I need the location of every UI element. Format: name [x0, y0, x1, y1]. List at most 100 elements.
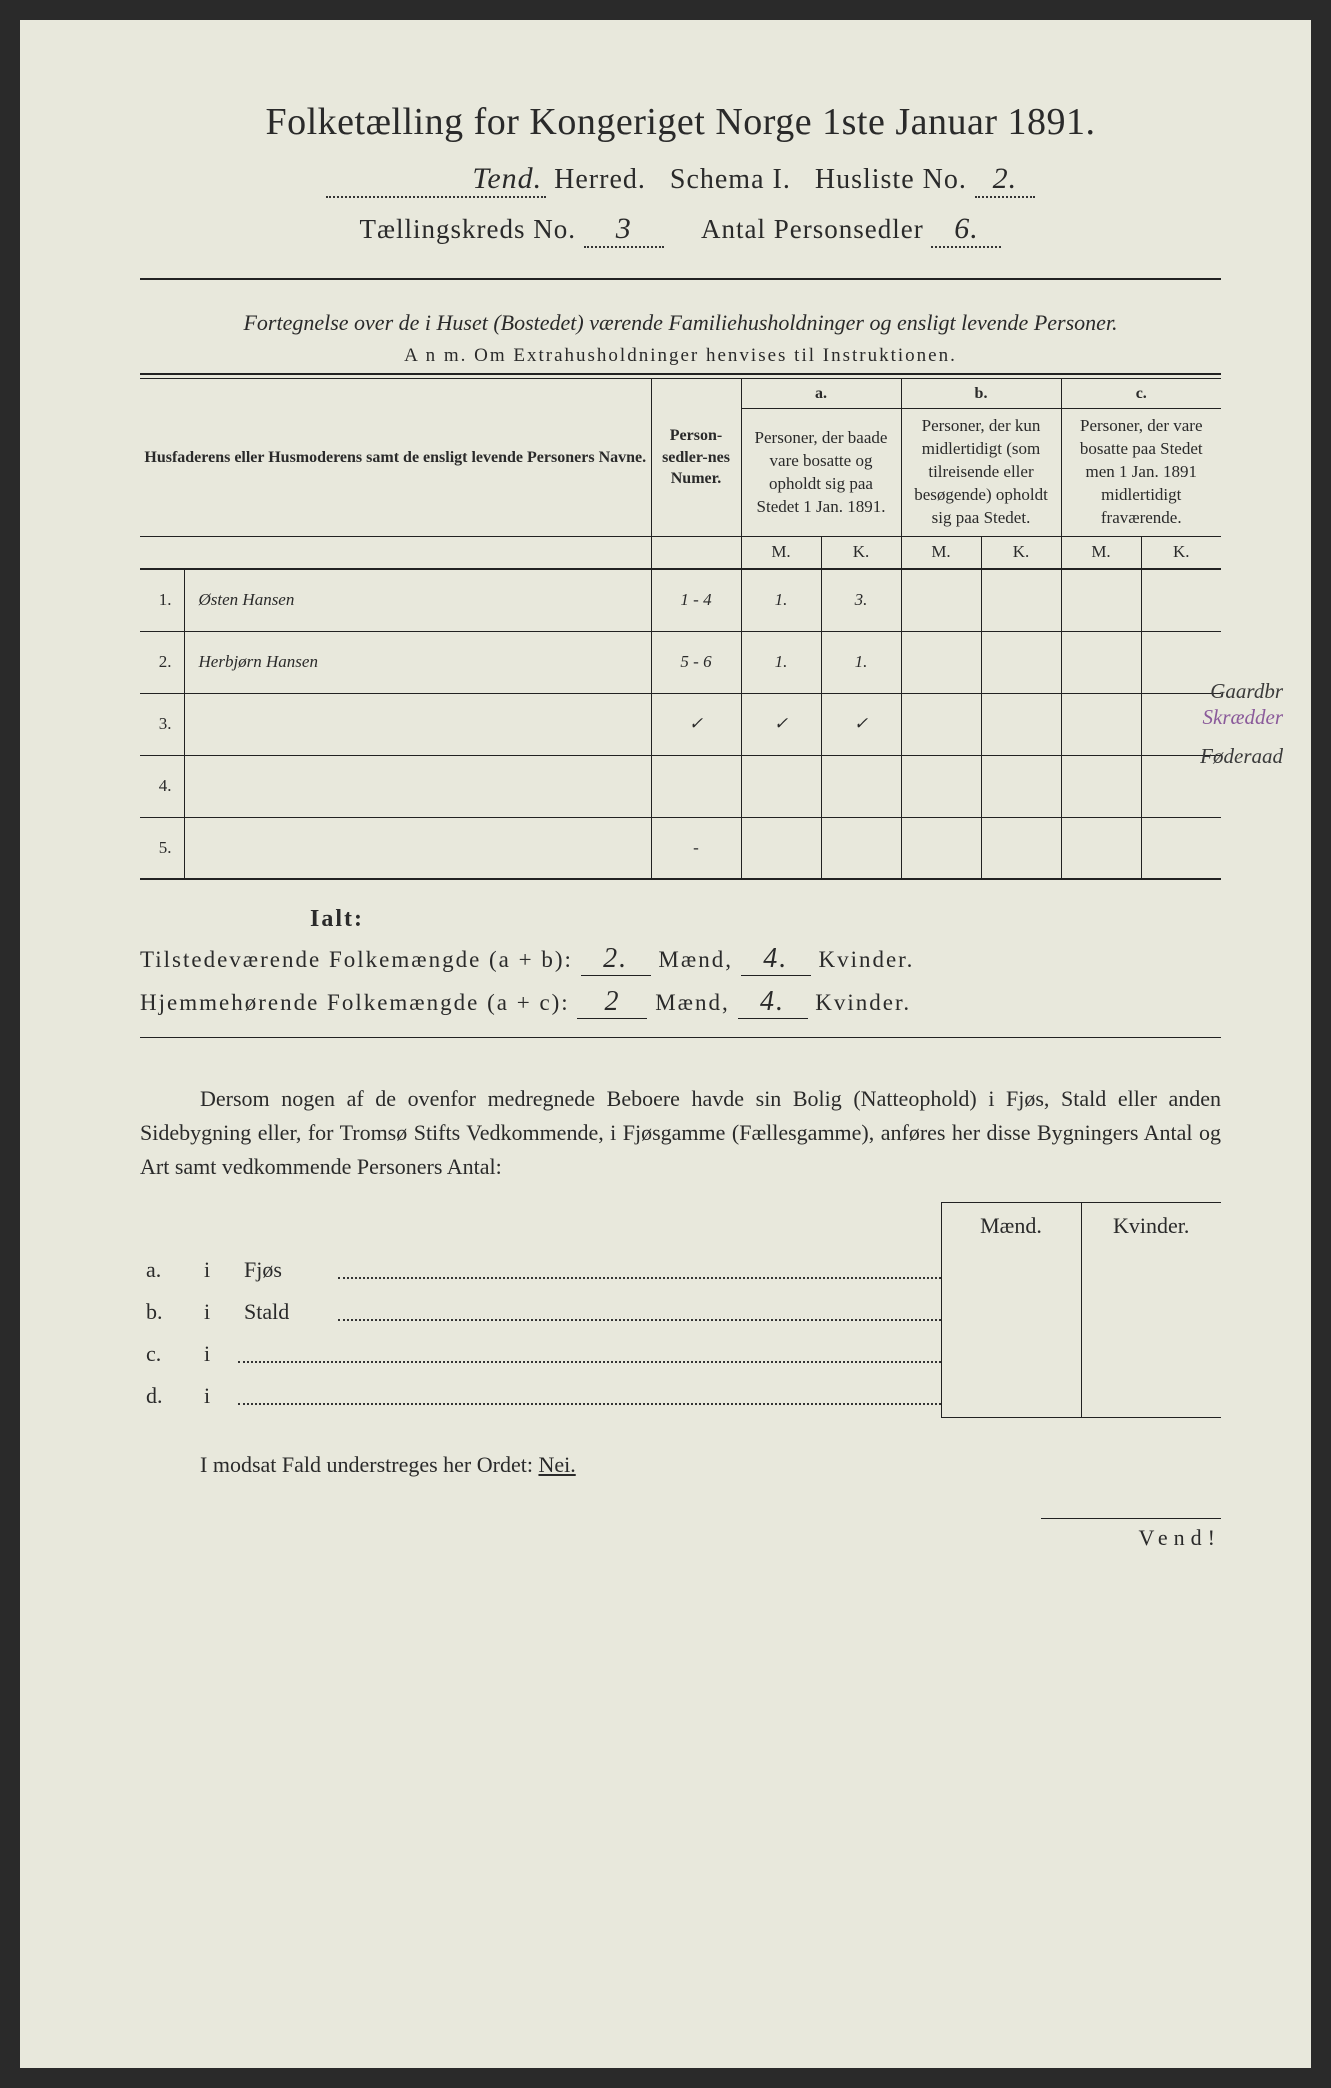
row-num: 3.: [140, 693, 184, 755]
col-m: M.: [741, 537, 821, 569]
cell-k: [1081, 1291, 1221, 1333]
row-lab: a.: [140, 1249, 198, 1291]
col-k: K.: [821, 537, 901, 569]
tilstede-k: 4.: [741, 943, 811, 976]
tilstede-m: 2.: [581, 943, 651, 976]
row-lab: d.: [140, 1375, 198, 1417]
col-a: Personer, der baade vare bosatte og opho…: [741, 409, 901, 537]
col-k: K.: [981, 537, 1061, 569]
herred-label: Herred.: [554, 164, 646, 195]
nei-line: I modsat Fald understreges her Ordet: Ne…: [140, 1452, 1221, 1478]
cell-k: [1081, 1375, 1221, 1417]
person-name: [184, 817, 651, 879]
dots: [238, 1333, 941, 1375]
cell-k: [1081, 1333, 1221, 1375]
cell-cM: [1061, 817, 1141, 879]
totals-block: Ialt: Tilstedeværende Folkemængde (a + b…: [140, 906, 1221, 1019]
col-kvinder: Kvinder.: [1081, 1203, 1221, 1250]
cell-k: [1081, 1249, 1221, 1291]
col-c: Personer, der vare bosatte paa Stedet me…: [1061, 409, 1221, 537]
cell-bM: [901, 631, 981, 693]
dwelling-row: b.iStald: [140, 1291, 1221, 1333]
col-k: K.: [1141, 537, 1221, 569]
table-row: 2.Herbjørn Hansen5 - 61.1.: [140, 631, 1221, 693]
mk-blank: [140, 537, 651, 569]
person-name: [184, 755, 651, 817]
cell-bM: [901, 755, 981, 817]
divider: [140, 373, 1221, 375]
cell-num: 1 - 4: [651, 569, 741, 631]
row-num: 2.: [140, 631, 184, 693]
cell-m: [941, 1291, 1081, 1333]
col-maend: Mænd.: [941, 1203, 1081, 1250]
cell-aM: 1.: [741, 569, 821, 631]
cell-bK: [981, 817, 1061, 879]
col-m: M.: [901, 537, 981, 569]
cell-aK: 1.: [821, 631, 901, 693]
cell-cK: [1141, 817, 1221, 879]
cell-bK: [981, 755, 1061, 817]
dots: [338, 1249, 941, 1291]
page-title: Folketælling for Kongeriget Norge 1ste J…: [140, 100, 1221, 144]
margin-note: Skrædder: [1203, 706, 1284, 728]
row-lab: c.: [140, 1333, 198, 1375]
cell-cK: [1141, 631, 1221, 693]
cell-num: [651, 755, 741, 817]
nei-word: Nei.: [538, 1452, 575, 1477]
row-i: i: [198, 1375, 238, 1417]
subtitle: Fortegnelse over de i Huset (Bostedet) v…: [140, 308, 1221, 339]
col-a-top: a.: [741, 379, 901, 409]
row-num: 5.: [140, 817, 184, 879]
vend-label: Vend!: [1041, 1518, 1221, 1551]
dots: [238, 1375, 941, 1417]
hjemme-row: Hjemmehørende Folkemængde (a + c): 2 Mæn…: [140, 986, 1221, 1019]
divider: [140, 1037, 1221, 1038]
anm-note: A n m. Om Extrahusholdninger henvises ti…: [140, 345, 1221, 367]
col-num: Person-sedler-nes Numer.: [651, 379, 741, 537]
cell-bM: [901, 569, 981, 631]
dwelling-table: Mænd. Kvinder. a.iFjøsb.iStaldc.id.i: [140, 1202, 1221, 1418]
cell-m: [941, 1249, 1081, 1291]
cell-m: [941, 1333, 1081, 1375]
cell-aM: [741, 755, 821, 817]
row-i: i: [198, 1291, 238, 1333]
cell-bM: [901, 817, 981, 879]
cell-num: ✓: [651, 693, 741, 755]
dwelling-paragraph: Dersom nogen af de ovenfor medregnede Be…: [140, 1082, 1221, 1184]
cell-bM: [901, 693, 981, 755]
row-i: i: [198, 1333, 238, 1375]
cell-m: [941, 1375, 1081, 1417]
header-line-1: Tend. Herred. Schema I. Husliste No. 2.: [140, 162, 1221, 198]
cell-cM: [1061, 569, 1141, 631]
cell-num: 5 - 6: [651, 631, 741, 693]
col-m: M.: [1061, 537, 1141, 569]
row-i: i: [198, 1249, 238, 1291]
col-b-top: b.: [901, 379, 1061, 409]
divider: [140, 278, 1221, 280]
row-lab: b.: [140, 1291, 198, 1333]
table-row: 1.Østen Hansen1 - 41.3.: [140, 569, 1221, 631]
census-table: Husfaderens eller Husmoderens samt de en…: [140, 379, 1221, 880]
kreds-value: 3: [584, 212, 664, 248]
herred-value: Tend.: [326, 162, 546, 198]
mk-blank: [651, 537, 741, 569]
cell-bK: [981, 569, 1061, 631]
dwelling-row: a.iFjøs: [140, 1249, 1221, 1291]
cell-cM: [1061, 755, 1141, 817]
cell-bK: [981, 631, 1061, 693]
person-name: Herbjørn Hansen: [184, 631, 651, 693]
census-page: Folketælling for Kongeriget Norge 1ste J…: [20, 20, 1311, 2068]
cell-num: -: [651, 817, 741, 879]
row-name: Stald: [238, 1291, 338, 1333]
dots: [338, 1291, 941, 1333]
cell-cM: [1061, 631, 1141, 693]
husliste-label: Husliste No.: [815, 164, 967, 195]
kreds-label: Tællingskreds No.: [360, 214, 577, 244]
hjemme-k: 4.: [738, 986, 808, 1019]
table-row: 3.✓✓✓: [140, 693, 1221, 755]
row-name: Fjøs: [238, 1249, 338, 1291]
cell-aK: [821, 817, 901, 879]
cell-aM: [741, 817, 821, 879]
col-b: Personer, der kun midlertidigt (som tilr…: [901, 409, 1061, 537]
col-c-top: c.: [1061, 379, 1221, 409]
